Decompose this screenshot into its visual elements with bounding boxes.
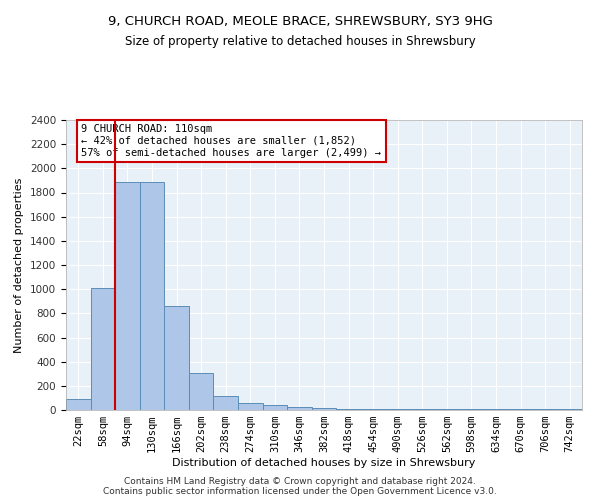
Y-axis label: Number of detached properties: Number of detached properties [14, 178, 25, 352]
Text: 9, CHURCH ROAD, MEOLE BRACE, SHREWSBURY, SY3 9HG: 9, CHURCH ROAD, MEOLE BRACE, SHREWSBURY,… [107, 15, 493, 28]
Text: Contains HM Land Registry data © Crown copyright and database right 2024.: Contains HM Land Registry data © Crown c… [124, 477, 476, 486]
Bar [238, 403, 263, 410]
Bar [312, 408, 336, 410]
Bar [91, 288, 115, 410]
Bar [189, 372, 214, 410]
Bar [214, 396, 238, 410]
Bar [287, 407, 312, 410]
Bar [140, 182, 164, 410]
Bar [66, 399, 91, 410]
Text: Contains public sector information licensed under the Open Government Licence v3: Contains public sector information licen… [103, 487, 497, 496]
X-axis label: Distribution of detached houses by size in Shrewsbury: Distribution of detached houses by size … [172, 458, 476, 468]
Bar [336, 409, 361, 410]
Bar [263, 404, 287, 410]
Text: Size of property relative to detached houses in Shrewsbury: Size of property relative to detached ho… [125, 35, 475, 48]
Text: 9 CHURCH ROAD: 110sqm
← 42% of detached houses are smaller (1,852)
57% of semi-d: 9 CHURCH ROAD: 110sqm ← 42% of detached … [82, 124, 382, 158]
Bar [115, 182, 140, 410]
Bar [164, 306, 189, 410]
